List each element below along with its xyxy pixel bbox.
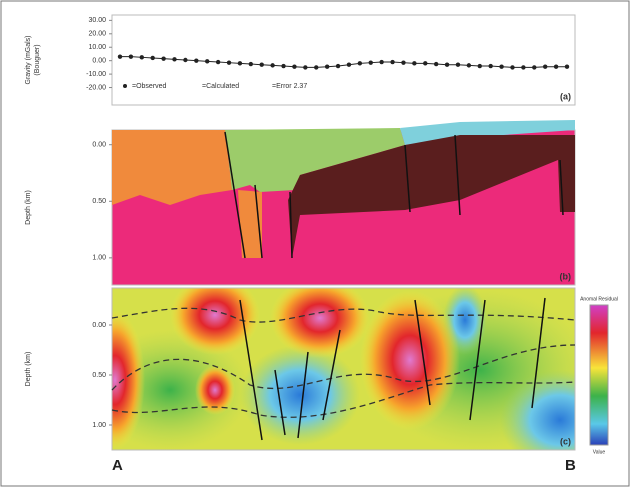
- heat-blob: [240, 345, 360, 445]
- y-tick-label: 0.00: [92, 142, 106, 149]
- heat-blob: [112, 330, 250, 450]
- faults: [239, 297, 546, 441]
- y-tick-label: 0.50: [92, 372, 106, 379]
- colorbar: [589, 304, 609, 446]
- y-tick-label: 20.00: [88, 31, 106, 38]
- y-axis-label: Depth (km): [25, 190, 32, 225]
- panel-label: (a): [560, 91, 571, 101]
- y-tick-label: 1.00: [92, 422, 106, 429]
- faults: [224, 131, 564, 259]
- horizons: [111, 307, 576, 418]
- y-axis-label: Gravity (mGals): [25, 36, 32, 85]
- profile-end: B: [565, 457, 576, 474]
- y-tick-label: -20.00: [86, 84, 106, 91]
- legend-label: =Calculated: [202, 83, 239, 90]
- y-tick-label: 0.00: [92, 58, 106, 65]
- y-axis-label: (Bouguer): [34, 44, 41, 75]
- y-tick-label: 1.00: [92, 255, 106, 262]
- legend-label: =Observed: [132, 83, 167, 90]
- layer: [238, 190, 262, 258]
- layer: [288, 135, 575, 258]
- heat-blob: [500, 370, 575, 450]
- plot-frame: [111, 287, 576, 451]
- y-axis-label: Depth (km): [25, 352, 32, 387]
- panel-label: (b): [560, 271, 572, 281]
- panel-label: (c): [560, 436, 571, 446]
- line: [120, 56, 567, 68]
- layer: [225, 128, 405, 192]
- profile-start: A: [112, 457, 123, 474]
- y-tick-label: -10.00: [86, 71, 106, 78]
- panel-b: [111, 120, 576, 286]
- layer: [112, 130, 232, 205]
- heat-blob: [360, 290, 460, 430]
- colorbar-label: Value: [593, 449, 606, 455]
- colorbar-label: Anomal Residual: [580, 296, 618, 302]
- legend-label: =Error 2.37: [272, 83, 307, 90]
- y-tick-label: 30.00: [88, 17, 106, 24]
- panel-c: Anomal Residual Value: [111, 287, 618, 455]
- y-tick-label: 0.00: [92, 322, 106, 329]
- heat-blob: [195, 365, 235, 415]
- y-tick-label: 0.50: [92, 198, 106, 205]
- heat-blob: [170, 288, 260, 355]
- legend-symbol: [123, 84, 127, 88]
- heat-blob: [270, 288, 370, 358]
- y-tick-label: 10.00: [88, 44, 106, 51]
- heat-blob: [112, 310, 145, 450]
